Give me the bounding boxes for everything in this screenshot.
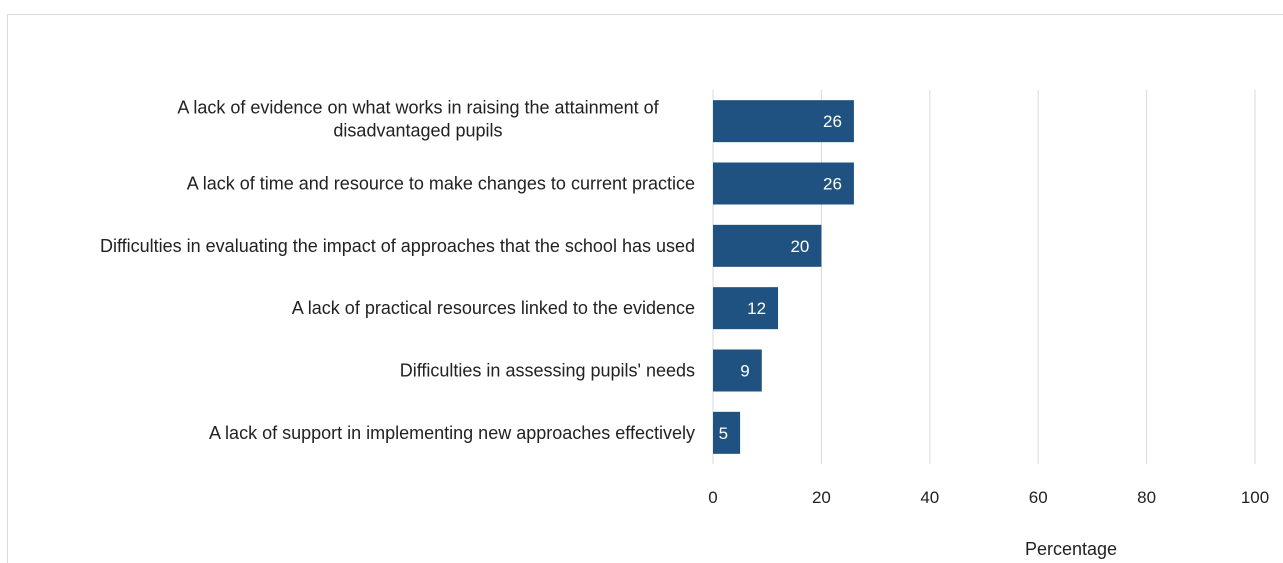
bar <box>713 411 741 454</box>
data-label: 12 <box>747 299 766 318</box>
category-label: Difficulties in assessing pupils' needs <box>400 361 695 381</box>
bar <box>713 224 822 267</box>
category-label-line: disadvantaged pupils <box>333 121 502 141</box>
bars: 26 26 20 12 9 5 <box>713 100 854 454</box>
x-tick-label: 0 <box>708 488 717 507</box>
category-label-line: A lack of practical resources linked to … <box>292 298 695 318</box>
data-label: 26 <box>823 112 842 131</box>
x-tick-label: 40 <box>920 488 939 507</box>
chart-frame <box>7 14 1283 563</box>
data-label: 26 <box>823 175 842 194</box>
category-label: A lack of evidence on what works in rais… <box>177 98 659 141</box>
category-label: A lack of support in implementing new ap… <box>209 423 695 443</box>
x-tick-label: 20 <box>812 488 831 507</box>
x-tick-labels: 0 20 40 60 80 100 <box>708 488 1269 507</box>
x-tick-label: 100 <box>1241 488 1269 507</box>
data-label: 9 <box>740 362 749 381</box>
category-label: A lack of practical resources linked to … <box>292 298 695 318</box>
data-label: 5 <box>719 424 728 443</box>
x-tick-label: 60 <box>1029 488 1048 507</box>
category-label: Difficulties in evaluating the impact of… <box>100 236 695 256</box>
x-tick-label: 80 <box>1137 488 1156 507</box>
category-label-line: A lack of time and resource to make chan… <box>187 174 695 194</box>
category-label-line: A lack of support in implementing new ap… <box>209 423 695 443</box>
category-label-line: A lack of evidence on what works in rais… <box>177 98 659 118</box>
bar <box>713 287 779 330</box>
bar <box>713 162 854 205</box>
data-label: 20 <box>790 237 809 256</box>
gridlines <box>712 90 1256 464</box>
bar <box>713 349 762 392</box>
category-labels: A lack of evidence on what works in rais… <box>100 98 695 443</box>
bar <box>713 100 854 143</box>
category-label-line: Difficulties in assessing pupils' needs <box>400 361 695 381</box>
category-label-line: Difficulties in evaluating the impact of… <box>100 236 695 256</box>
x-axis-label: Percentage <box>1025 539 1117 559</box>
category-label: A lack of time and resource to make chan… <box>187 174 695 194</box>
